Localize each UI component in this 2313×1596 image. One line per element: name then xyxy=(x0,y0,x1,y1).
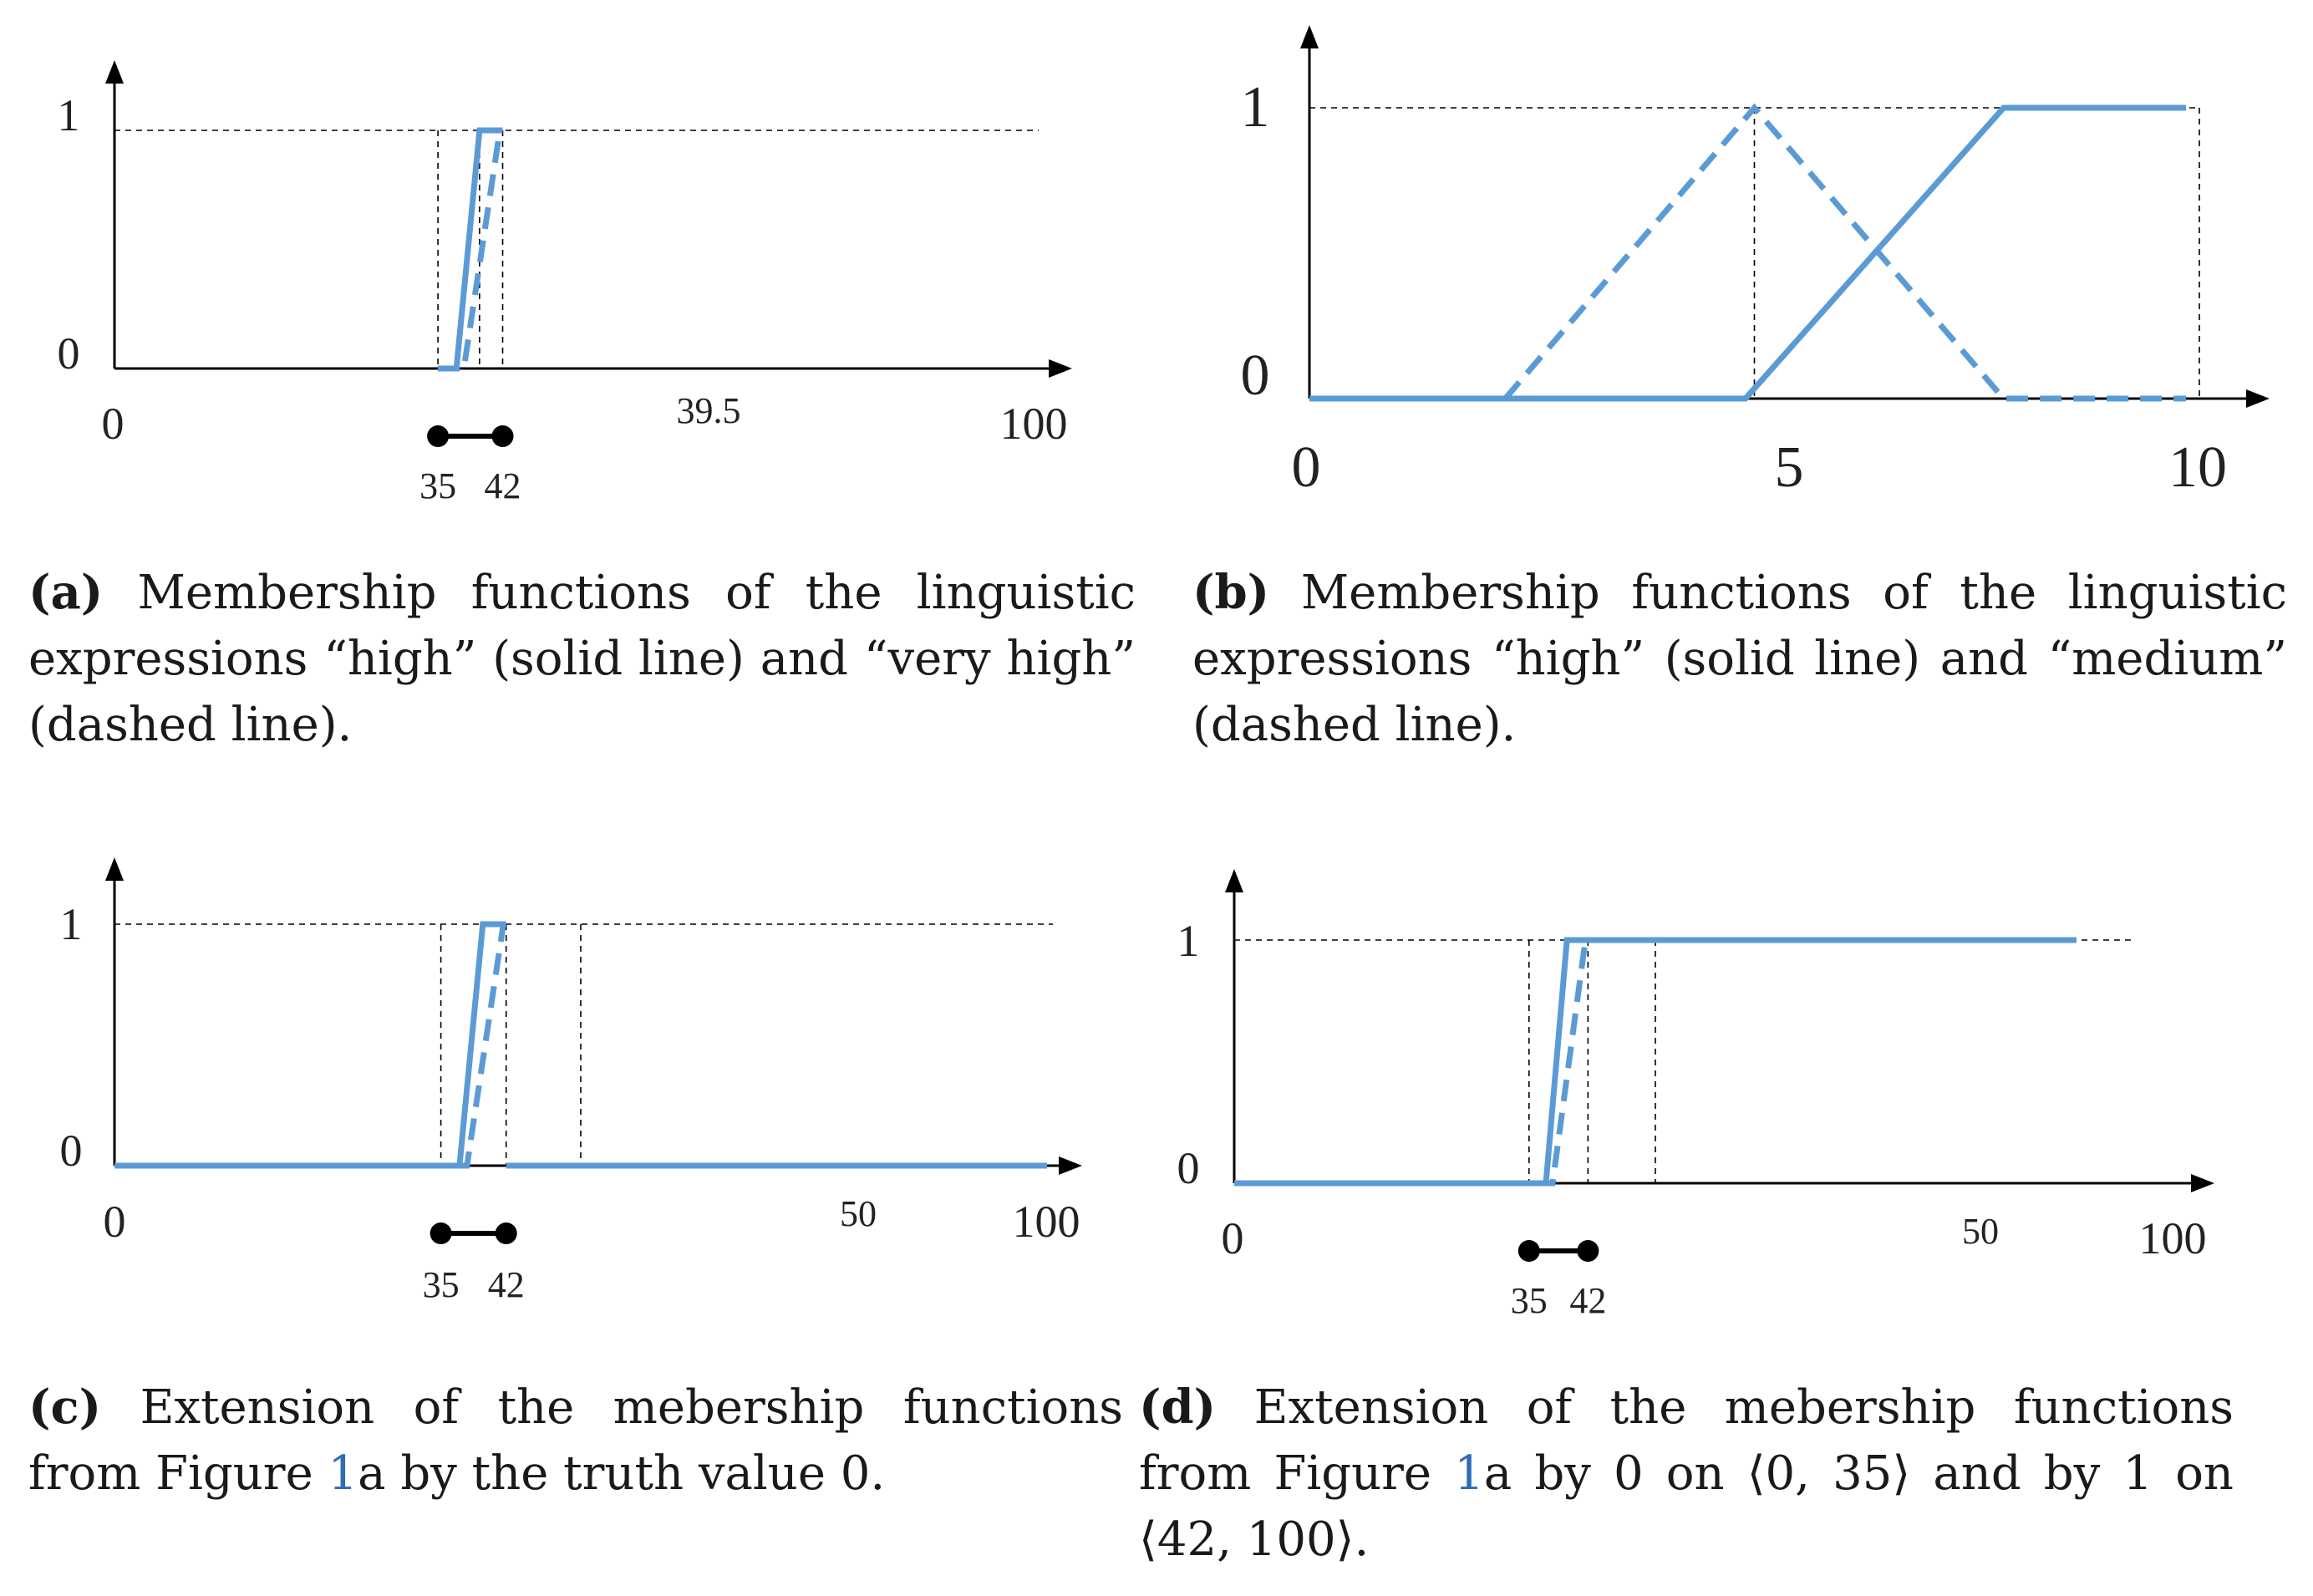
interval-end-dot xyxy=(495,1222,517,1244)
y-tick-label: 1 xyxy=(1177,916,1200,966)
solid-series-line xyxy=(1234,937,2077,1187)
y-tick-label: 1 xyxy=(1241,75,1270,140)
caption-a-tag: (a) xyxy=(28,565,104,620)
interval-end-label: 42 xyxy=(485,465,521,506)
x-tick-label: 0 xyxy=(104,1197,126,1247)
caption-d-text-after: a by 0 on ⟨0, 35⟩ and by 1 on ⟨42, 100⟩. xyxy=(1139,1446,2234,1567)
x-tick-label: 10 xyxy=(2168,435,2227,500)
solid-series-line xyxy=(438,127,503,372)
solid-series-line xyxy=(1309,104,2186,402)
x-tick-label: 5 xyxy=(1775,435,1804,500)
dashed-series-line xyxy=(459,923,506,1169)
dashed-series-line xyxy=(438,130,503,372)
x-tick-label: 50 xyxy=(840,1193,877,1234)
chart-panel-a: 0 1 0 39.5 100 35 42 xyxy=(58,60,1072,506)
y-axis-arrow xyxy=(105,60,124,84)
interval-start-dot xyxy=(1517,1240,1540,1262)
caption-d: (d) Extension of the mebership functions… xyxy=(1139,1375,2234,1573)
caption-b-text: Membership functions of the linguistic e… xyxy=(1192,566,2287,752)
interval-start-label: 35 xyxy=(419,465,456,506)
caption-a: (a) Membership functions of the linguist… xyxy=(28,560,1136,758)
chart-panel-d: 0 1 0 50 100 35 42 xyxy=(1177,869,2214,1321)
y-tick-label: 0 xyxy=(58,328,80,379)
caption-a-text: Membership functions of the linguistic e… xyxy=(28,566,1136,752)
interval-start-label: 35 xyxy=(423,1264,460,1305)
caption-c-figure-link[interactable]: 1 xyxy=(328,1446,358,1501)
interval-end-label: 42 xyxy=(1569,1280,1606,1321)
y-tick-label: 1 xyxy=(60,899,83,949)
y-axis-arrow xyxy=(105,857,124,881)
interval-end-label: 42 xyxy=(488,1264,525,1305)
caption-c-text-after: a by the truth value 0. xyxy=(358,1446,886,1501)
dashed-series-line xyxy=(1234,939,1589,1187)
x-axis-arrow xyxy=(1049,359,1072,378)
interval-end-dot xyxy=(491,425,514,447)
x-tick-label: 100 xyxy=(1013,1197,1080,1247)
caption-c-text-before: Extension of the mebership functions fro… xyxy=(28,1380,1123,1501)
x-tick-label: 0 xyxy=(102,399,125,449)
x-axis-arrow xyxy=(2191,1174,2214,1192)
interval-end-dot xyxy=(1577,1240,1599,1262)
x-axis-arrow xyxy=(1059,1156,1082,1175)
interval-start-label: 35 xyxy=(1511,1280,1548,1321)
interval-start-dot xyxy=(427,425,450,447)
caption-c: (c) Extension of the mebership functions… xyxy=(28,1375,1123,1507)
caption-c-tag: (c) xyxy=(28,1380,102,1435)
caption-d-tag: (d) xyxy=(1139,1380,1217,1435)
y-axis-arrow xyxy=(1300,25,1319,48)
chart-panel-c: 0 1 0 50 100 35 42 xyxy=(60,857,1082,1305)
chart-panel-b: 010 5 10 xyxy=(1241,25,2270,500)
x-tick-label: 100 xyxy=(2139,1213,2207,1263)
solid-series-line xyxy=(114,921,506,1169)
interval-start-dot xyxy=(430,1222,452,1244)
x-tick-label: 100 xyxy=(1000,399,1068,449)
y-tick-label: 0 xyxy=(1177,1143,1200,1193)
caption-b-tag: (b) xyxy=(1192,565,1270,620)
x-tick-label: 0 xyxy=(1222,1213,1244,1263)
caption-d-text-before: Extension of the mebership functions fro… xyxy=(1139,1380,2234,1501)
x-axis-arrow xyxy=(2246,389,2270,408)
caption-b: (b) Membership functions of the linguist… xyxy=(1192,560,2287,758)
y-axis-arrow xyxy=(1225,869,1243,892)
dashed-series-line xyxy=(1502,103,2186,402)
x-tick-label: 50 xyxy=(1962,1211,1999,1252)
x-tick-label: 0 xyxy=(1292,435,1321,500)
y-tick-label: 0 xyxy=(60,1126,83,1176)
y-tick-label: 0 xyxy=(1241,343,1270,408)
y-tick-label: 1 xyxy=(58,90,80,140)
caption-d-figure-link[interactable]: 1 xyxy=(1454,1446,1484,1501)
x-tick-label: 39.5 xyxy=(677,390,741,431)
